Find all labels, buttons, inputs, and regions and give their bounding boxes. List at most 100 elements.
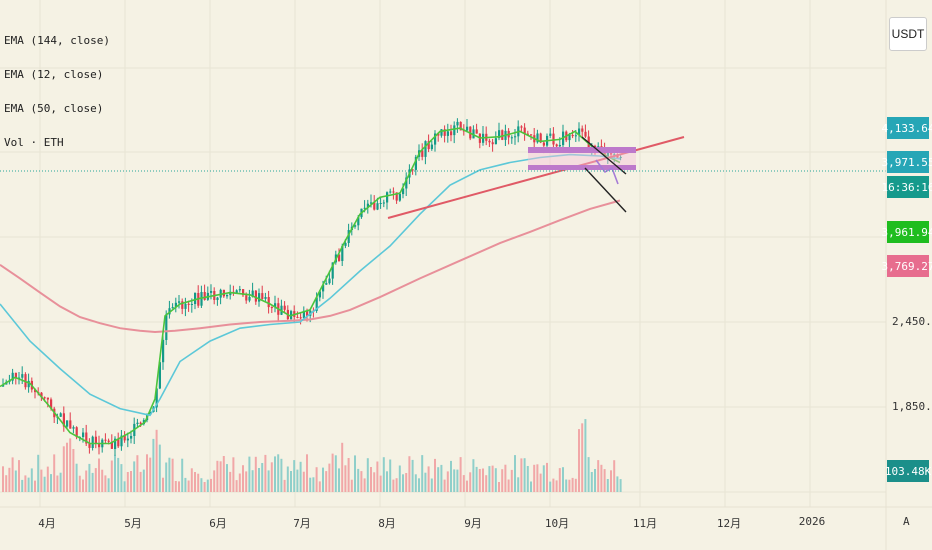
- volume-bar: [235, 480, 238, 492]
- candle-body: [50, 399, 53, 409]
- volume-bars: [2, 419, 622, 492]
- volume-bar: [40, 469, 43, 492]
- volume-bar: [190, 468, 193, 492]
- candle-body: [235, 290, 238, 294]
- volume-bar: [565, 479, 568, 492]
- candle-body: [24, 374, 27, 388]
- volume-bar: [82, 479, 84, 492]
- volume-bar: [120, 464, 123, 492]
- ema-line-50: [0, 153, 621, 417]
- candle-body: [530, 134, 533, 136]
- volume-bar: [466, 480, 468, 492]
- volume-bar: [376, 461, 379, 492]
- volume-bar: [440, 464, 443, 492]
- legend-ema-144[interactable]: EMA (144, close): [4, 34, 110, 47]
- volume-bar: [50, 474, 52, 492]
- candle-body: [446, 131, 449, 136]
- legend-ema-50[interactable]: EMA (50, close): [4, 102, 104, 115]
- candle-body: [306, 310, 309, 316]
- volume-bar: [600, 464, 603, 492]
- auto-scale-button[interactable]: A: [903, 515, 910, 528]
- volume-bar: [101, 469, 104, 492]
- candle-body: [414, 156, 417, 170]
- channel-line: [584, 167, 627, 213]
- candle-body: [34, 389, 37, 393]
- volume-bar: [293, 460, 296, 492]
- candle-body: [21, 374, 24, 378]
- candle-body: [331, 262, 334, 279]
- volume-bar: [254, 456, 257, 492]
- volume-bar: [405, 473, 408, 492]
- candle-body: [338, 254, 341, 262]
- candle-body: [578, 128, 581, 136]
- candle-body: [430, 144, 433, 150]
- candle-body: [216, 297, 219, 300]
- volume-bar: [258, 468, 260, 492]
- candle-body: [475, 129, 478, 134]
- volume-bar: [107, 478, 110, 492]
- candle-body: [322, 284, 325, 292]
- volume-bar: [462, 475, 465, 492]
- candle-body: [94, 436, 97, 444]
- volume-bar: [117, 457, 120, 492]
- volume-bar: [424, 472, 427, 492]
- candle-body: [440, 129, 443, 136]
- volume-bar: [91, 472, 94, 492]
- candle-body: [341, 245, 344, 261]
- volume-bar: [379, 475, 382, 492]
- volume-bar: [248, 456, 251, 492]
- volume-bar: [206, 479, 209, 492]
- volume-bar: [427, 466, 430, 492]
- volume-bar: [584, 419, 587, 492]
- candle-body: [373, 202, 376, 210]
- volume-bar: [299, 461, 302, 492]
- candle-body: [190, 304, 193, 305]
- volume-bar: [290, 471, 292, 492]
- volume-bar: [98, 458, 100, 492]
- candle-body: [229, 291, 232, 296]
- candle-body: [514, 136, 517, 138]
- candle-body: [110, 441, 113, 449]
- volume-bar: [30, 468, 33, 492]
- volume-bar: [546, 462, 548, 492]
- candle-body: [510, 137, 513, 139]
- volume-bar: [488, 466, 491, 492]
- pink-zone: [528, 147, 636, 170]
- volume-bar: [130, 471, 132, 492]
- candle-body: [200, 292, 203, 306]
- candle-body: [501, 130, 504, 140]
- volume-bar: [526, 466, 529, 492]
- price-axis-label: 1,850.00: [892, 400, 932, 413]
- candle-body: [568, 135, 571, 141]
- volume-bar: [261, 463, 264, 492]
- candle-body: [66, 420, 69, 427]
- volume-bar: [158, 444, 161, 492]
- volume-bar: [328, 463, 331, 492]
- volume-bar: [315, 467, 318, 492]
- candle-body: [158, 362, 161, 389]
- legend-ema-12[interactable]: EMA (12, close): [4, 68, 104, 81]
- candle-body: [398, 194, 401, 201]
- candle-body: [405, 177, 408, 189]
- volume-bar: [222, 456, 225, 492]
- candle-body: [619, 157, 622, 158]
- volume-bar: [574, 478, 577, 492]
- currency-unit-button[interactable]: USDT: [889, 17, 927, 51]
- candle-body: [254, 290, 257, 302]
- volume-bar: [510, 469, 513, 492]
- volume-bar: [88, 463, 91, 492]
- volume-bar: [21, 479, 24, 492]
- volume-bar: [270, 462, 273, 492]
- volume-bar: [165, 462, 168, 492]
- volume-bar: [517, 477, 520, 492]
- candle-body: [526, 133, 529, 135]
- volume-bar: [219, 461, 222, 492]
- legend-volume[interactable]: Vol · ETH: [4, 136, 64, 149]
- candle-body: [488, 140, 491, 143]
- candle-body: [552, 133, 555, 145]
- volume-bar: [168, 457, 171, 492]
- price-tag: 4,133.64: [882, 117, 932, 139]
- candle-body: [581, 128, 584, 132]
- candle-body: [318, 291, 321, 298]
